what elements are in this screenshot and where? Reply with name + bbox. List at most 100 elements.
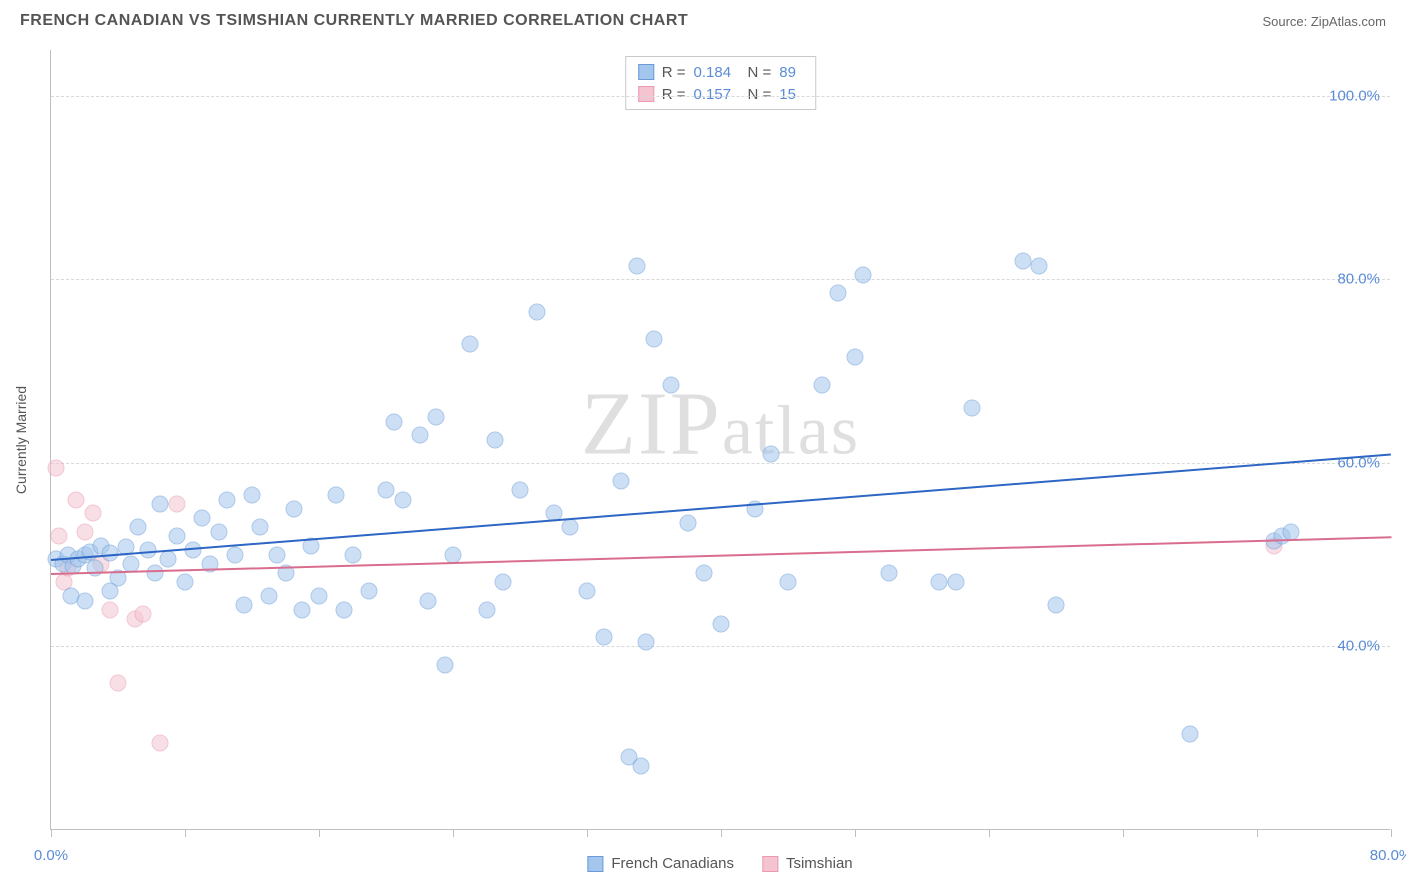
data-point (344, 546, 361, 563)
stats-row: R =0.184N =89 (638, 61, 804, 83)
data-point (637, 633, 654, 650)
data-point (629, 257, 646, 274)
gridline (51, 463, 1390, 464)
data-point (285, 500, 302, 517)
data-point (947, 574, 964, 591)
data-point (461, 335, 478, 352)
x-tick (319, 829, 320, 837)
data-point (1031, 257, 1048, 274)
data-point (411, 427, 428, 444)
data-point (218, 491, 235, 508)
chart-title: FRENCH CANADIAN VS TSIMSHIAN CURRENTLY M… (20, 12, 688, 30)
data-point (86, 560, 103, 577)
data-point (327, 487, 344, 504)
data-point (361, 583, 378, 600)
data-point (646, 331, 663, 348)
x-tick (855, 829, 856, 837)
data-point (311, 588, 328, 605)
stats-row: R = 0.157 N = 15 (638, 83, 804, 105)
data-point (151, 496, 168, 513)
data-point (378, 482, 395, 499)
data-point (76, 523, 93, 540)
x-tick-label: 80.0% (1370, 847, 1406, 864)
x-tick (1391, 829, 1392, 837)
x-tick (185, 829, 186, 837)
data-point (528, 303, 545, 320)
legend-label: Tsimshian (786, 855, 853, 872)
data-point (713, 615, 730, 632)
stat-r-value: 0.157 (694, 86, 740, 103)
x-tick (1257, 829, 1258, 837)
data-point (84, 505, 101, 522)
legend-swatch (762, 856, 778, 872)
data-point (1048, 597, 1065, 614)
data-point (612, 473, 629, 490)
data-point (110, 675, 127, 692)
data-point (478, 601, 495, 618)
data-point (512, 482, 529, 499)
stats-legend-box: R =0.184N =89R =0.157N =15 (625, 56, 817, 110)
data-point (135, 606, 152, 623)
data-point (964, 399, 981, 416)
trend-line (51, 454, 1391, 562)
x-tick (453, 829, 454, 837)
x-tick (587, 829, 588, 837)
y-tick-label: 100.0% (1329, 87, 1380, 104)
data-point (880, 565, 897, 582)
legend-swatch (638, 64, 654, 80)
x-tick (51, 829, 52, 837)
data-point (679, 514, 696, 531)
data-point (847, 349, 864, 366)
y-tick-label: 80.0% (1337, 271, 1380, 288)
data-point (386, 413, 403, 430)
data-point (436, 656, 453, 673)
data-point (252, 519, 269, 536)
stat-n-label: N = (748, 64, 772, 81)
data-point (151, 734, 168, 751)
data-point (101, 583, 118, 600)
gridline (51, 96, 1390, 97)
data-point (486, 432, 503, 449)
data-point (579, 583, 596, 600)
data-point (168, 528, 185, 545)
data-point (632, 757, 649, 774)
stat-r-label: R = (662, 64, 686, 81)
data-point (160, 551, 177, 568)
data-point (855, 266, 872, 283)
gridline (51, 279, 1390, 280)
data-point (763, 445, 780, 462)
data-point (76, 592, 93, 609)
legend-swatch (638, 86, 654, 102)
data-point (177, 574, 194, 591)
chart-header: FRENCH CANADIAN VS TSIMSHIAN CURRENTLY M… (0, 0, 1406, 36)
stat-n-label: N = (748, 86, 772, 103)
legend-item: French Canadians (587, 855, 734, 872)
data-point (419, 592, 436, 609)
data-point (260, 588, 277, 605)
chart-container: ZIPatlas Currently Married R =0.184N =89… (50, 50, 1390, 830)
stat-r-label: R = (662, 86, 686, 103)
data-point (445, 546, 462, 563)
data-point (168, 496, 185, 513)
data-point (51, 528, 68, 545)
x-tick (721, 829, 722, 837)
data-point (1014, 253, 1031, 270)
data-point (227, 546, 244, 563)
data-point (562, 519, 579, 536)
x-tick (989, 829, 990, 837)
data-point (235, 597, 252, 614)
data-point (830, 285, 847, 302)
data-point (495, 574, 512, 591)
legend-item: Tsimshian (762, 855, 853, 872)
data-point (294, 601, 311, 618)
stat-n-value: 15 (779, 86, 803, 103)
data-point (146, 565, 163, 582)
data-point (930, 574, 947, 591)
data-point (1182, 725, 1199, 742)
data-point (780, 574, 797, 591)
data-point (101, 601, 118, 618)
x-tick (1123, 829, 1124, 837)
bottom-legend: French Canadians Tsimshian (587, 855, 852, 872)
data-point (428, 409, 445, 426)
legend-swatch (587, 856, 603, 872)
